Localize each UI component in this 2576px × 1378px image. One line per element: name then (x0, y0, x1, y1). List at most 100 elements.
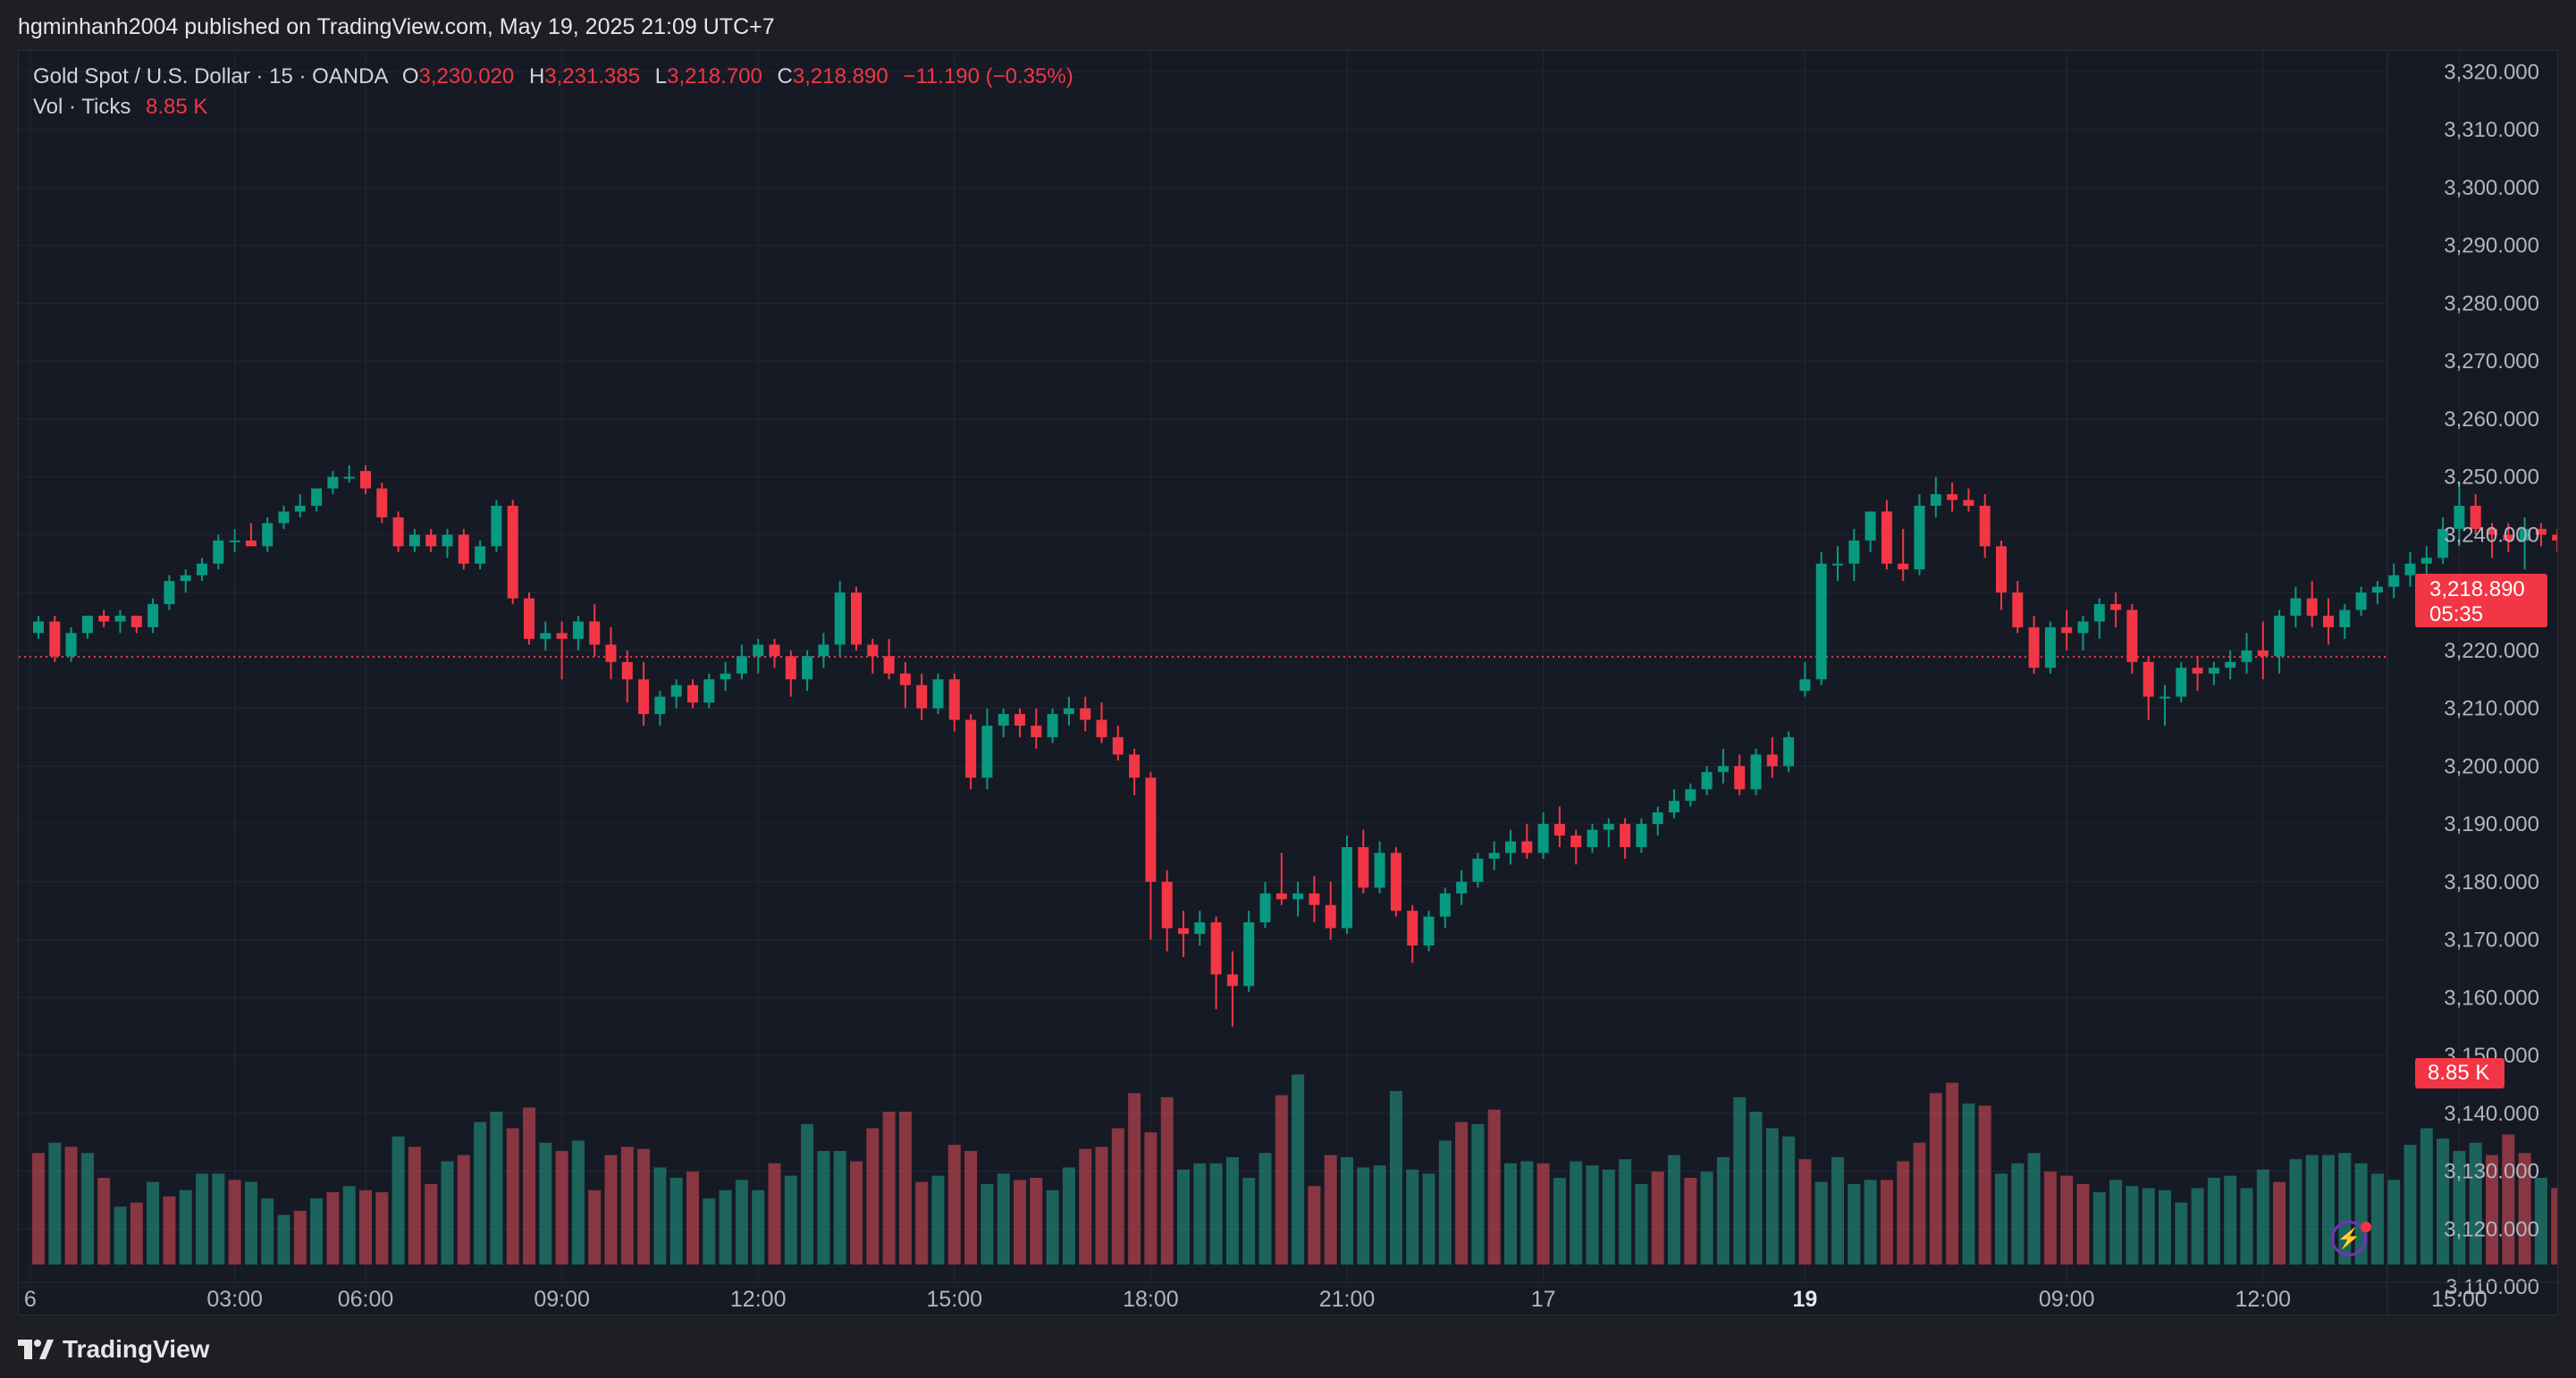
volume-bar (97, 1177, 111, 1265)
candle-body (425, 534, 437, 547)
volume-bar (1700, 1172, 1713, 1265)
price-tick-label: 3,290.000 (2444, 234, 2539, 258)
candle-body (1374, 853, 1385, 888)
candle-body (1947, 494, 1958, 500)
candle-body (883, 656, 895, 674)
volume-bar (1242, 1177, 1256, 1265)
last-price-tag: 3,218.890 05:35 (2415, 574, 2547, 627)
volume-bar (2092, 1192, 2106, 1265)
candle-body (1603, 824, 1614, 830)
candle-body (1488, 853, 1500, 859)
lightning-icon[interactable]: ⚡ (2331, 1221, 2371, 1256)
volume-bar (2551, 1188, 2557, 1265)
volume-bar (342, 1186, 356, 1265)
volume-bar (1259, 1153, 1272, 1265)
candle-body (736, 656, 747, 674)
volume-bar (326, 1192, 340, 1265)
volume-bar (882, 1112, 896, 1265)
price-tick-label: 3,240.000 (2444, 523, 2539, 547)
candle-body (2012, 592, 2024, 627)
volume-bar (915, 1181, 929, 1265)
candle-body (1750, 754, 1762, 790)
volume-bar (997, 1173, 1010, 1265)
volume-bar (866, 1128, 880, 1265)
volume-bar (571, 1140, 585, 1265)
volume-bar (1814, 1181, 1828, 1265)
chart-svg[interactable]: 3,110.0003,120.0003,130.0003,140.0003,15… (19, 51, 2557, 1315)
volume-tag: 8.85 K (2415, 1058, 2504, 1088)
candle-body (2176, 668, 2187, 697)
volume-bar (293, 1210, 307, 1265)
volume-bar (539, 1142, 552, 1265)
volume-bar (2273, 1181, 2286, 1265)
candle-body (197, 563, 207, 576)
volume-bar (735, 1180, 748, 1265)
volume-bar (1275, 1095, 1288, 1265)
candle-body (98, 615, 110, 622)
volume-bar (1716, 1156, 1730, 1265)
candle-body (899, 673, 911, 685)
candle-body (1799, 679, 1811, 692)
time-tick-label: 12:00 (2235, 1287, 2292, 1312)
candle-body (1226, 974, 1238, 987)
high-label: H (528, 64, 545, 88)
time-tick-label: 06:00 (338, 1287, 394, 1312)
symbol-title[interactable]: Gold Spot / U.S. Dollar · 15 · OANDA (33, 64, 388, 88)
volume-bar (1079, 1148, 1092, 1265)
candle-body (1439, 893, 1451, 917)
volume-bar (2224, 1175, 2237, 1265)
candle-body (2241, 650, 2252, 662)
candle-body (834, 592, 846, 645)
volume-bar (1438, 1140, 1452, 1265)
volume-bar (1422, 1173, 1435, 1265)
volume-bar (703, 1198, 716, 1265)
candle-body (2339, 609, 2351, 627)
time-tick-label: 6 (24, 1287, 37, 1312)
volume-bar (2437, 1139, 2450, 1265)
volume-bar (1030, 1177, 1043, 1265)
volume-bar (80, 1153, 94, 1265)
candle-body (998, 714, 1009, 726)
volume-bar (981, 1183, 994, 1265)
tradingview-brand[interactable]: TradingView (18, 1335, 209, 1364)
volume-bar (1765, 1128, 1779, 1265)
price-tick-label: 3,310.000 (2444, 118, 2539, 142)
price-tick-label: 3,320.000 (2444, 60, 2539, 84)
volume-label[interactable]: Vol · Ticks (33, 95, 131, 119)
volume-bar (2207, 1177, 2220, 1265)
time-tick-label: 17 (1531, 1287, 1556, 1312)
volume-bar (1864, 1180, 1877, 1265)
chart-pane[interactable]: 3,110.000 3,120.000 3,130.000 3,140.000 3,15… (18, 50, 2558, 1315)
volume-bar (1684, 1177, 1697, 1265)
candle-body (1063, 708, 1074, 715)
time-axis: 6 03:00 06:00 09:00 12:00 15:00 18:00 21:00 17 19… (19, 1281, 2557, 1312)
volume-bar (1193, 1163, 1207, 1265)
candle-body (1636, 824, 1647, 847)
candle-body (180, 575, 191, 582)
candle-body (621, 661, 633, 680)
candle-body (294, 505, 306, 512)
volume-bar (1095, 1147, 1108, 1265)
candle-body (1342, 846, 1352, 928)
volume-bar (2420, 1128, 2433, 1265)
volume-bar (964, 1150, 978, 1265)
candle-body (130, 615, 142, 627)
candle-body (229, 540, 240, 542)
volume-bar (64, 1147, 78, 1265)
price-tick-label: 3,280.000 (2444, 291, 2539, 315)
candle-body (2077, 621, 2089, 634)
candle-body (2535, 528, 2547, 535)
volume-bar (1062, 1167, 1075, 1265)
volume-bar (1848, 1183, 1861, 1265)
volume-bar (1619, 1159, 1632, 1265)
candle-body (785, 656, 796, 680)
legend-row-price: Gold Spot / U.S. Dollar · 15 · OANDA O3,… (33, 62, 1073, 92)
candle-body (965, 719, 977, 778)
volume-bar (1929, 1093, 1942, 1265)
volume-bar (1749, 1112, 1763, 1265)
candle-body (2110, 604, 2122, 610)
candle-body (687, 685, 698, 703)
volume-bar (2256, 1169, 2269, 1265)
volume-bar (1128, 1093, 1141, 1265)
candle-body (2503, 534, 2514, 541)
